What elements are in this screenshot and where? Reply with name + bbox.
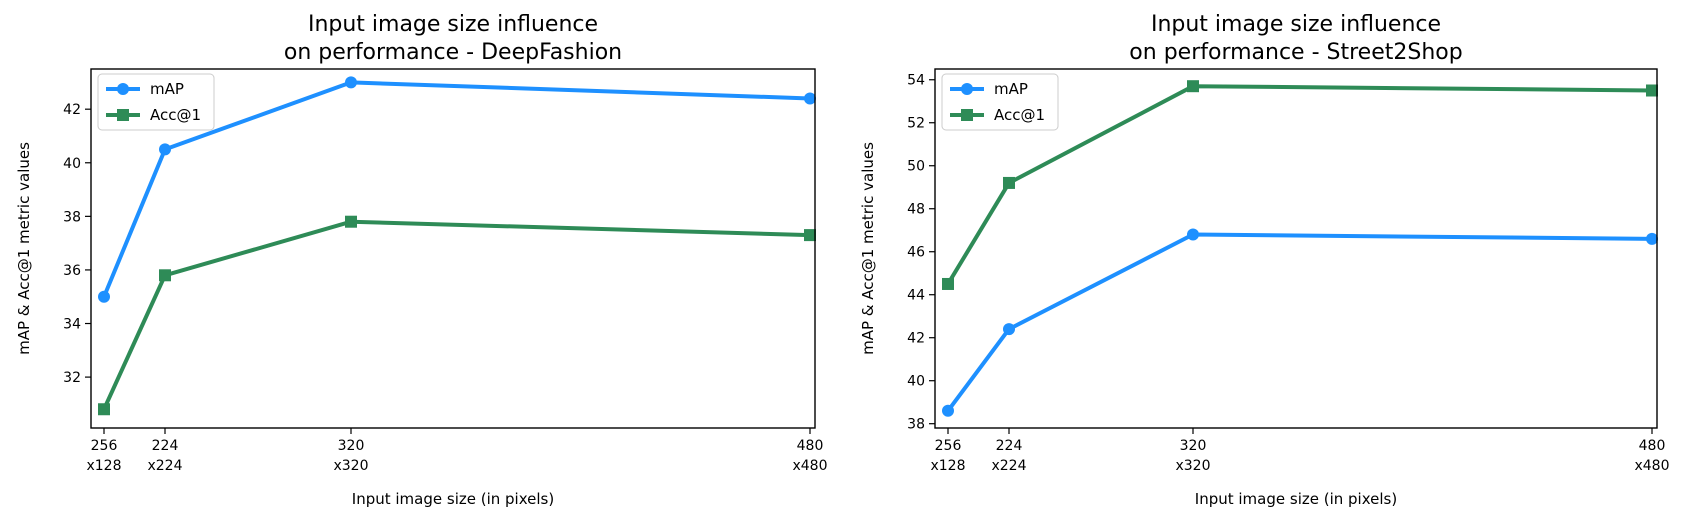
y-tick-label: 44 (907, 288, 925, 304)
series-line-acc1 (946, 84, 1653, 286)
x-tick-label: x128 (930, 458, 965, 474)
data-point-map (98, 290, 110, 303)
data-point-acc1 (1187, 80, 1199, 93)
data-point-map (345, 76, 357, 89)
data-point-acc1 (1646, 84, 1658, 97)
data-point-acc1 (345, 215, 357, 228)
x-tick-label: x128 (86, 458, 121, 474)
data-point-map (1187, 228, 1199, 241)
x-tick-label: x224 (991, 458, 1026, 474)
y-tick-label: 40 (63, 156, 81, 172)
data-point-map (942, 404, 954, 417)
chart-panel-1: Input image size influence on performance… (15, 12, 828, 508)
legend-label: Acc@1 (994, 106, 1045, 124)
x-tick-label: x480 (1634, 458, 1669, 474)
y-tick-label: 34 (63, 317, 81, 333)
y-tick-label: 32 (63, 370, 81, 386)
legend: mAP Acc@1 (97, 73, 215, 131)
x-tick-label: 320 (338, 438, 365, 454)
x-tick-label: x224 (147, 458, 182, 474)
x-tick-label: 480 (797, 438, 824, 454)
y-tick-label: 54 (907, 73, 925, 89)
x-tick-label: 256 (935, 438, 962, 454)
legend-marker (961, 109, 973, 121)
y-tick-label: 38 (907, 417, 925, 433)
data-point-map (1646, 232, 1658, 245)
legend: mAP Acc@1 (941, 73, 1059, 131)
data-point-map (804, 92, 816, 105)
y-axis-label: mAP & Acc@1 metric values (15, 142, 33, 355)
x-axis-label: Input image size (in pixels) (352, 490, 554, 508)
y-tick-label: 38 (63, 209, 81, 225)
x-tick-label: 320 (1180, 438, 1207, 454)
x-tick-label: 224 (996, 438, 1023, 454)
legend-label: mAP (994, 80, 1028, 98)
data-point-map (1003, 323, 1015, 336)
legend-marker (961, 83, 973, 95)
legend-marker (117, 83, 129, 95)
data-point-acc1 (942, 277, 954, 290)
series-line-acc1 (102, 219, 811, 411)
x-tick-label: 480 (1639, 438, 1666, 454)
y-axis-label: mAP & Acc@1 metric values (859, 142, 877, 355)
y-tick-label: 48 (907, 202, 925, 218)
y-tick-label: 52 (907, 116, 925, 132)
y-tick-label: 46 (907, 245, 925, 261)
data-point-acc1 (98, 403, 110, 416)
chart-title-line: on performance - DeepFashion (284, 40, 622, 65)
plot-frame (934, 68, 1658, 429)
chart-title-line: Input image size influence (1151, 12, 1441, 37)
x-tick-label: 256 (91, 438, 118, 454)
x-tick-label: x320 (1175, 458, 1210, 474)
x-axis-label: Input image size (in pixels) (1195, 490, 1397, 508)
legend-label: Acc@1 (150, 106, 201, 124)
x-tick-label: 224 (152, 438, 179, 454)
series-line-map (946, 232, 1653, 412)
y-tick-label: 50 (907, 159, 925, 175)
legend-marker (117, 109, 129, 121)
y-tick-label: 42 (907, 331, 925, 347)
chart-panel-2: Input image size influence on performance… (859, 12, 1670, 508)
chart-title-line: on performance - Street2Shop (1129, 40, 1462, 65)
x-tick-label: x480 (792, 458, 827, 474)
data-point-acc1 (804, 229, 816, 242)
y-tick-label: 42 (63, 102, 81, 118)
chart-title-line: Input image size influence (308, 12, 598, 37)
data-point-acc1 (1003, 176, 1015, 189)
data-point-map (159, 143, 171, 156)
data-point-acc1 (159, 269, 171, 282)
y-tick-label: 36 (63, 263, 81, 279)
x-tick-label: x320 (333, 458, 368, 474)
series-line-map (102, 80, 811, 298)
plot-frame (90, 68, 816, 429)
legend-label: mAP (150, 80, 184, 98)
y-tick-label: 40 (907, 374, 925, 390)
